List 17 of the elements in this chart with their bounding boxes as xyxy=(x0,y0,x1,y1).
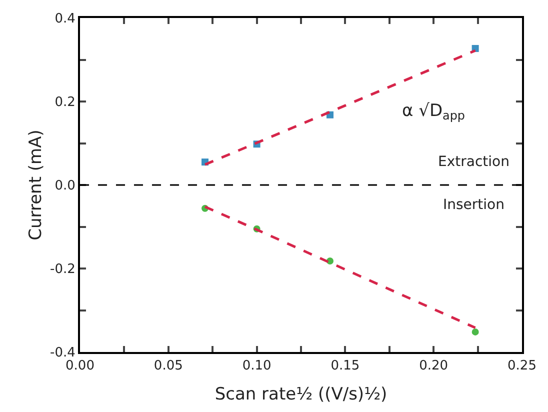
y-tick-label: -0.2 xyxy=(50,262,76,278)
annotation: α √D$_{app}$ xyxy=(402,101,465,123)
x-axis-title: Scan rate½ ((V/s)½) xyxy=(214,384,388,404)
x-tick-label: 0.25 xyxy=(508,358,536,374)
y-tick-label: 0.4 xyxy=(54,12,76,27)
annotation: Extraction xyxy=(438,154,510,170)
y-tick-label: 0.0 xyxy=(54,178,76,194)
point xyxy=(472,328,479,336)
x-tick-label: 0.05 xyxy=(154,358,183,374)
y-axis-title: Current (mA) xyxy=(26,130,46,240)
y-tick-label: 0.2 xyxy=(54,95,76,110)
y-tick-label: -0.4 xyxy=(50,346,76,361)
annotation: Insertion xyxy=(443,197,504,213)
x-tick-label: 0.10 xyxy=(242,358,272,374)
x-tick-label: 0.15 xyxy=(330,358,360,374)
x-tick-label: 0.20 xyxy=(419,358,448,374)
x-tick-label: 0.00 xyxy=(66,358,94,374)
